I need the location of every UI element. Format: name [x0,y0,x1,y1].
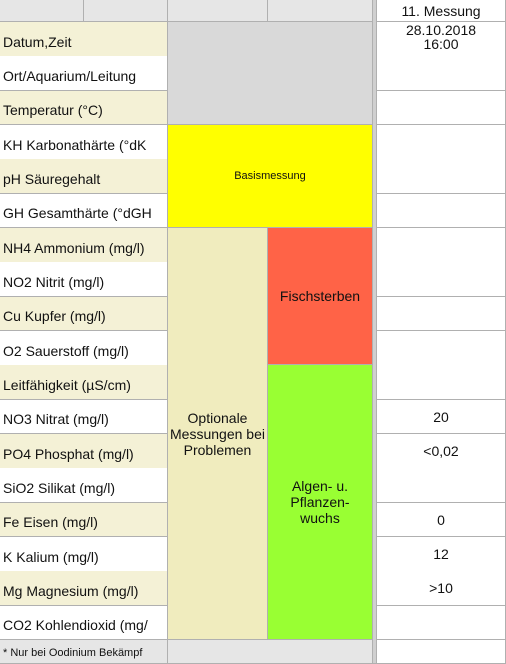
header-cell [168,0,268,22]
row-value: >10 [377,571,506,607]
algae-block: Algen- u. Pflanzen-wuchs [268,365,373,640]
row-value [377,125,506,160]
row-value [377,365,506,401]
header-cell [268,0,373,22]
row-value: <0,02 [377,434,506,469]
row-label: O2 Sauerstoff (mg/l) [0,331,168,366]
basis-block: Basismessung [168,125,373,228]
row-value: 28.10.2018 16:00 [377,22,506,57]
fish-block: Fischsterben [268,228,373,365]
footer-cell [168,640,373,664]
optional-block: Optionale Messungen bei Problemen [168,228,268,640]
row-label: Leitfähigkeit (µS/cm) [0,365,168,401]
header-cell [84,0,168,22]
row-label: K Kalium (mg/l) [0,537,168,572]
row-value: 0 [377,502,506,538]
row-value [377,296,506,332]
row-value [377,90,506,126]
footer-cell [377,640,506,664]
row-value [377,605,506,641]
row-label: pH Säuregehalt [0,159,168,195]
row-label: GH Gesamthärte (°dGH [0,193,168,229]
row-label: Cu Kupfer (mg/l) [0,296,168,332]
row-value [377,56,506,92]
header-cell [0,0,84,22]
empty-block [168,22,373,125]
row-value: 12 [377,537,506,572]
row-label: NH4 Ammonium (mg/l) [0,228,168,263]
row-value [377,468,506,504]
row-value [377,331,506,366]
row-label: Datum,Zeit [0,22,168,57]
row-label: NO2 Nitrit (mg/l) [0,262,168,298]
row-label: Mg Magnesium (mg/l) [0,571,168,607]
footnote: * Nur bei Oodinium Bekämpf [0,640,168,664]
row-value [377,262,506,298]
row-label: Temperatur (°C) [0,90,168,126]
row-label: Ort/Aquarium/Leitung [0,56,168,92]
row-value [377,228,506,263]
row-label: NO3 Nitrat (mg/l) [0,399,168,435]
row-label: PO4 Phosphat (mg/l) [0,434,168,469]
row-value [377,159,506,195]
row-label: CO2 Kohlendioxid (mg/ [0,605,168,641]
row-value: 20 [377,399,506,435]
row-label: SiO2 Silikat (mg/l) [0,468,168,504]
row-label: KH Karbonathärte (°dK [0,125,168,160]
row-label: Fe Eisen (mg/l) [0,502,168,538]
row-value [377,193,506,229]
measurement-header: 11. Messung [377,0,506,22]
